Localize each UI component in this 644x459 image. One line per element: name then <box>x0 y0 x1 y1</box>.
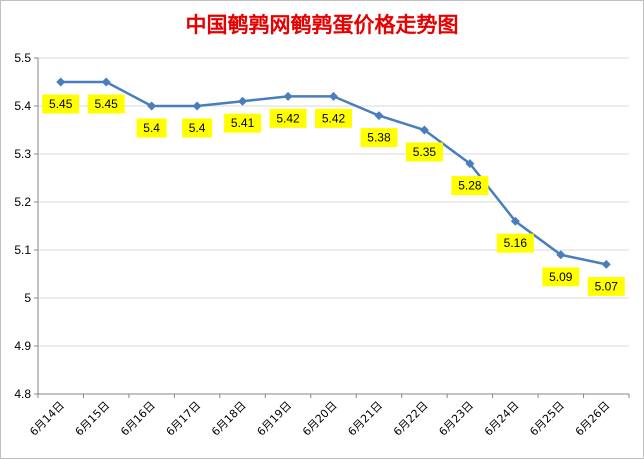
data-label-box <box>136 118 167 138</box>
data-label: 5.4 <box>143 121 160 135</box>
data-label: 5.35 <box>413 145 437 159</box>
data-labels: 5.45 5.45 5.4 5.4 5.41 5.42 5.42 5.38 5.35 5.28 5.… <box>42 94 625 296</box>
data-label-box <box>451 176 489 196</box>
data-label-box <box>182 118 213 138</box>
y-tick-label: 5.5 <box>14 51 31 65</box>
x-tick-label: 6月15日 <box>73 399 113 439</box>
x-tick-label: 6月20日 <box>300 399 340 439</box>
data-label-box <box>269 108 307 128</box>
data-point <box>192 101 202 111</box>
data-label: 5.41 <box>231 116 255 130</box>
data-point <box>283 91 293 101</box>
x-axis-ticks: 6月14日 6月15日 6月16日 6月17日 6月18日 6月19日 6月20日 6月21日… <box>27 399 612 439</box>
data-label: 5.45 <box>49 97 73 111</box>
data-label: 5.42 <box>276 111 300 125</box>
data-point <box>465 159 475 169</box>
y-tick-label: 5.3 <box>14 147 31 161</box>
x-tick-label: 6月14日 <box>27 399 67 439</box>
data-label-box <box>405 142 443 162</box>
y-tick-label: 4.8 <box>14 387 31 401</box>
x-tick-label: 6月21日 <box>345 399 385 439</box>
data-label: 5.42 <box>322 111 346 125</box>
data-label: 5.16 <box>504 236 528 250</box>
x-tick-label: 6月16日 <box>118 399 158 439</box>
data-label-box <box>587 276 625 296</box>
price-series <box>56 77 611 269</box>
data-label-box <box>496 233 534 253</box>
data-point <box>374 111 384 121</box>
y-tick-label: 4.9 <box>14 339 31 353</box>
x-tick-label: 6月26日 <box>573 399 613 439</box>
data-label-box <box>542 267 580 287</box>
x-tick-label: 6月24日 <box>482 399 522 439</box>
data-label-box <box>224 113 262 133</box>
y-tick-label: 5.1 <box>14 243 31 257</box>
x-tick-label: 6月17日 <box>164 399 204 439</box>
x-tick-label: 6月18日 <box>209 399 249 439</box>
data-label-box <box>42 94 80 114</box>
data-point <box>329 91 338 101</box>
data-point <box>56 77 66 87</box>
data-point <box>419 125 429 135</box>
data-label: 5.28 <box>458 179 482 193</box>
data-point <box>147 101 157 111</box>
data-point <box>601 259 611 269</box>
data-point <box>510 216 520 226</box>
data-point <box>556 250 566 260</box>
y-axis-ticks: 4.8 4.9 5 5.1 5.2 5.3 5.4 5.5 <box>14 51 31 401</box>
data-label-box <box>360 128 398 148</box>
data-label-box <box>315 108 352 128</box>
data-point <box>101 77 111 87</box>
x-tick-label: 6月22日 <box>391 399 431 439</box>
data-label: 5.45 <box>95 97 119 111</box>
data-label: 5.38 <box>367 131 391 145</box>
y-tick-label: 5 <box>24 291 31 305</box>
x-tick-label: 6月25日 <box>527 399 567 439</box>
data-point <box>238 96 248 106</box>
y-tick-label: 5.2 <box>14 195 31 209</box>
y-tick-label: 5.4 <box>14 99 31 113</box>
data-label: 5.09 <box>549 270 573 284</box>
gridlines <box>38 57 629 347</box>
data-label: 5.07 <box>595 279 619 293</box>
data-label: 5.4 <box>189 121 206 135</box>
x-tick-label: 6月23日 <box>436 399 476 439</box>
data-label-box <box>87 94 125 114</box>
chart-title: 中国鹌鹑网鹌鹑蛋价格走势图 <box>186 13 459 37</box>
x-tick-label: 6月19日 <box>255 399 295 439</box>
axes <box>34 57 630 398</box>
